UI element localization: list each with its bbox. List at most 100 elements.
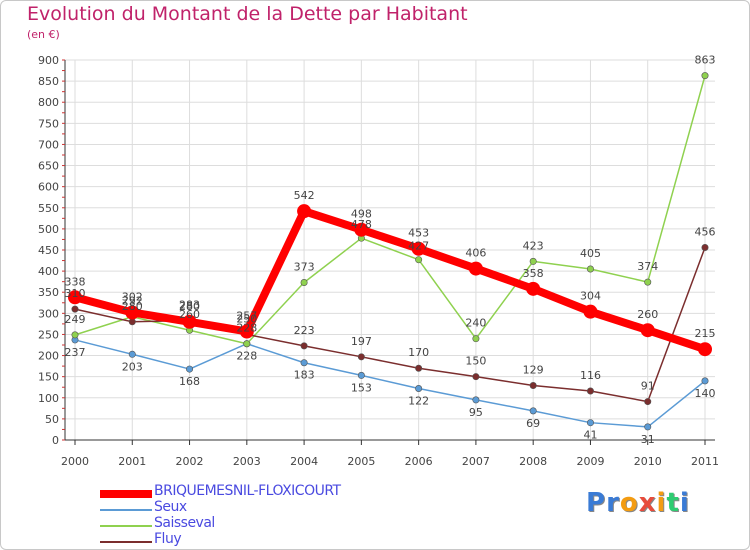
logo-letter: x	[638, 488, 657, 518]
data-label: 280	[122, 300, 143, 313]
data-label: 237	[65, 346, 86, 359]
data-point	[71, 331, 79, 339]
data-point	[357, 353, 365, 361]
data-label: 310	[65, 287, 86, 300]
series-line-briquemesnil-floxicourt	[73, 207, 707, 354]
data-label: 283	[179, 299, 200, 312]
proxiti-logo: Proxiti	[586, 488, 690, 518]
data-label: 41	[583, 429, 597, 442]
data-label: 153	[351, 381, 372, 394]
y-tick-label: 350	[38, 286, 59, 299]
data-label: 170	[408, 346, 429, 359]
data-point	[354, 222, 369, 237]
data-point	[300, 279, 308, 287]
data-point	[243, 340, 251, 348]
data-point	[529, 382, 537, 390]
legend-label: Seux	[154, 499, 187, 515]
data-label: 91	[641, 380, 655, 393]
data-point	[701, 72, 709, 80]
data-label: 223	[294, 324, 315, 337]
data-point	[529, 407, 537, 415]
y-tick-label: 800	[38, 96, 59, 109]
series-line-seux	[74, 339, 706, 428]
x-tick-label: 2010	[634, 455, 662, 468]
data-point	[186, 365, 194, 373]
y-tick-label: 150	[38, 371, 59, 384]
data-label: 183	[294, 369, 315, 382]
logo-letter: i	[679, 488, 690, 518]
y-tick-label: 700	[38, 138, 59, 151]
data-point	[297, 204, 312, 219]
data-label: 150	[465, 355, 486, 368]
data-label: 373	[294, 261, 315, 274]
data-label: 129	[523, 364, 544, 377]
y-tick-label: 250	[38, 328, 59, 341]
data-point	[698, 342, 712, 357]
legend-label: Saisseval	[154, 515, 215, 531]
data-label: 168	[179, 375, 200, 388]
data-point	[644, 423, 652, 431]
data-point	[300, 342, 308, 350]
data-label: 257	[236, 309, 257, 322]
data-point	[529, 257, 537, 265]
y-tick-label: 50	[45, 413, 59, 426]
data-label: 358	[523, 267, 544, 280]
data-label: 140	[695, 387, 716, 400]
x-tick-label: 2005	[347, 455, 375, 468]
data-label: 197	[351, 335, 372, 348]
data-point	[71, 305, 79, 313]
y-tick-label: 900	[38, 54, 59, 67]
x-tick-label: 2003	[233, 455, 261, 468]
data-label: 405	[580, 247, 601, 260]
data-point	[415, 384, 423, 392]
y-tick-label: 500	[38, 223, 59, 236]
y-tick-label: 0	[52, 434, 59, 447]
y-tick-label: 400	[38, 265, 59, 278]
data-point	[357, 371, 365, 379]
data-label: 249	[65, 313, 86, 326]
data-label: 240	[465, 317, 486, 330]
data-label: 215	[695, 327, 716, 340]
legend-label: Fluy	[154, 531, 182, 547]
x-tick-label: 2009	[576, 455, 604, 468]
data-point	[640, 323, 655, 338]
legend-swatch	[100, 525, 152, 527]
y-tick-label: 850	[38, 75, 59, 88]
data-label: 292	[122, 295, 143, 308]
data-label: 203	[122, 360, 143, 373]
data-label: 863	[695, 54, 716, 67]
y-tick-label: 200	[38, 350, 59, 363]
data-label: 478	[351, 218, 372, 231]
data-point	[583, 304, 598, 319]
data-point	[125, 305, 140, 320]
data-label: 228	[236, 350, 257, 363]
y-tick-label: 600	[38, 181, 59, 194]
x-tick-label: 2002	[176, 455, 204, 468]
data-label: 302	[122, 290, 143, 303]
data-label: 423	[523, 239, 544, 252]
logo-letter: r	[606, 488, 620, 518]
data-label: 260	[179, 308, 200, 321]
data-label: 116	[580, 369, 601, 382]
data-point	[182, 314, 197, 329]
data-label: 427	[408, 240, 429, 253]
data-label: 69	[526, 417, 540, 430]
x-tick-label: 2006	[405, 455, 433, 468]
data-label: 122	[408, 394, 429, 407]
data-point	[526, 281, 541, 296]
data-point	[415, 364, 423, 372]
legend-swatch	[100, 541, 152, 543]
x-tick-label: 2000	[61, 455, 89, 468]
logo-letter: P	[586, 488, 607, 518]
y-tick-label: 650	[38, 160, 59, 173]
data-point	[701, 243, 709, 251]
data-point	[472, 335, 480, 343]
data-point	[128, 350, 136, 358]
legend-swatch	[100, 490, 152, 498]
data-label: 453	[408, 227, 429, 240]
data-point	[128, 318, 136, 326]
y-tick-label: 550	[38, 202, 59, 215]
data-point	[68, 290, 82, 305]
data-point	[472, 396, 480, 404]
data-label: 304	[580, 290, 601, 303]
